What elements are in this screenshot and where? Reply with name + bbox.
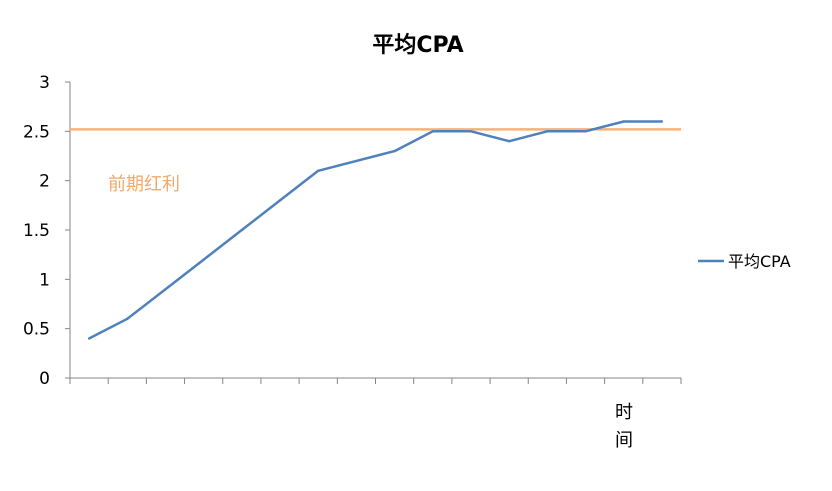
x-axis-label: 时间 <box>615 402 633 451</box>
data-point <box>393 149 396 153</box>
series-line <box>88 120 662 340</box>
data-point <box>355 159 358 163</box>
data-point <box>164 288 167 291</box>
data-point <box>87 337 91 340</box>
y-tick-label: 0.5 <box>23 320 50 340</box>
legend: 平均CPA <box>698 252 791 271</box>
data-point <box>278 199 282 202</box>
x-axis-label-char: 时 <box>615 402 633 423</box>
y-tick-label: 0 <box>39 369 50 389</box>
y-tick-label: 1 <box>39 270 50 290</box>
data-point <box>240 228 244 232</box>
data-point <box>317 169 320 172</box>
data-point <box>507 140 511 143</box>
data-point <box>622 120 625 123</box>
y-tick-label: 3 <box>39 73 50 93</box>
y-axis-ticks: 0 0.5 1 1.5 2 2.5 3 <box>23 73 70 389</box>
data-point <box>546 130 549 133</box>
legend-label: 平均CPA <box>728 252 791 271</box>
y-tick-label: 2.5 <box>23 122 50 142</box>
data-point <box>202 258 205 261</box>
x-axis-ticks <box>69 378 682 384</box>
data-point <box>431 130 434 133</box>
series-group <box>87 120 664 340</box>
data-point <box>660 120 664 123</box>
x-axis-label-char: 间 <box>615 430 633 451</box>
annotation-label: 前期红利 <box>108 174 180 195</box>
data-point <box>469 130 473 133</box>
y-tick-label: 1.5 <box>23 221 50 241</box>
data-point <box>126 317 129 320</box>
chart-title: 平均CPA <box>372 32 463 58</box>
data-point <box>584 130 587 133</box>
y-tick-label: 2 <box>39 172 50 192</box>
